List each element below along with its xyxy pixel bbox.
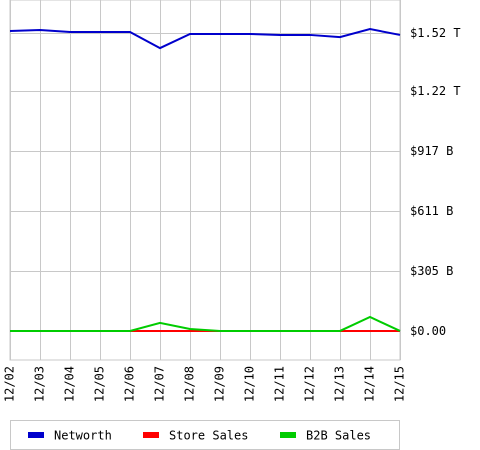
legend-swatch — [28, 432, 44, 438]
x-tick-label: 12/03 — [33, 366, 47, 402]
y-tick-label: $917 B — [410, 144, 453, 158]
x-tick-label: 12/02 — [3, 366, 17, 402]
x-tick-label: 12/12 — [303, 366, 317, 402]
x-tick-label: 12/07 — [153, 366, 167, 402]
y-tick-label: $1.52 T — [410, 26, 461, 40]
y-tick-label: $0.00 — [410, 324, 446, 338]
x-tick-label: 12/15 — [393, 366, 407, 402]
x-tick-label: 12/11 — [273, 366, 287, 402]
x-tick-label: 12/08 — [183, 366, 197, 402]
series-line — [10, 315, 401, 332]
y-tick-label: $611 B — [410, 204, 453, 218]
x-tick-label: 12/10 — [243, 366, 257, 402]
x-tick-label: 12/04 — [63, 366, 77, 402]
series-line — [9, 28, 401, 50]
legend-label: Store Sales — [169, 429, 248, 443]
x-tick-label: 12/14 — [363, 366, 377, 402]
legend-box — [10, 420, 400, 450]
x-tick-label: 12/05 — [93, 366, 107, 402]
y-tick-label: $1.22 T — [410, 84, 461, 98]
x-tick-label: 12/13 — [333, 366, 347, 402]
legend-label: B2B Sales — [306, 429, 371, 443]
x-tick-label: 12/09 — [213, 366, 227, 402]
legend-label: Networth — [54, 429, 112, 443]
x-tick-label: 12/06 — [123, 366, 137, 402]
y-tick-label: $305 B — [410, 264, 453, 278]
plot-area — [9, 0, 401, 361]
legend-swatch — [143, 432, 159, 438]
legend-swatch — [280, 432, 296, 438]
